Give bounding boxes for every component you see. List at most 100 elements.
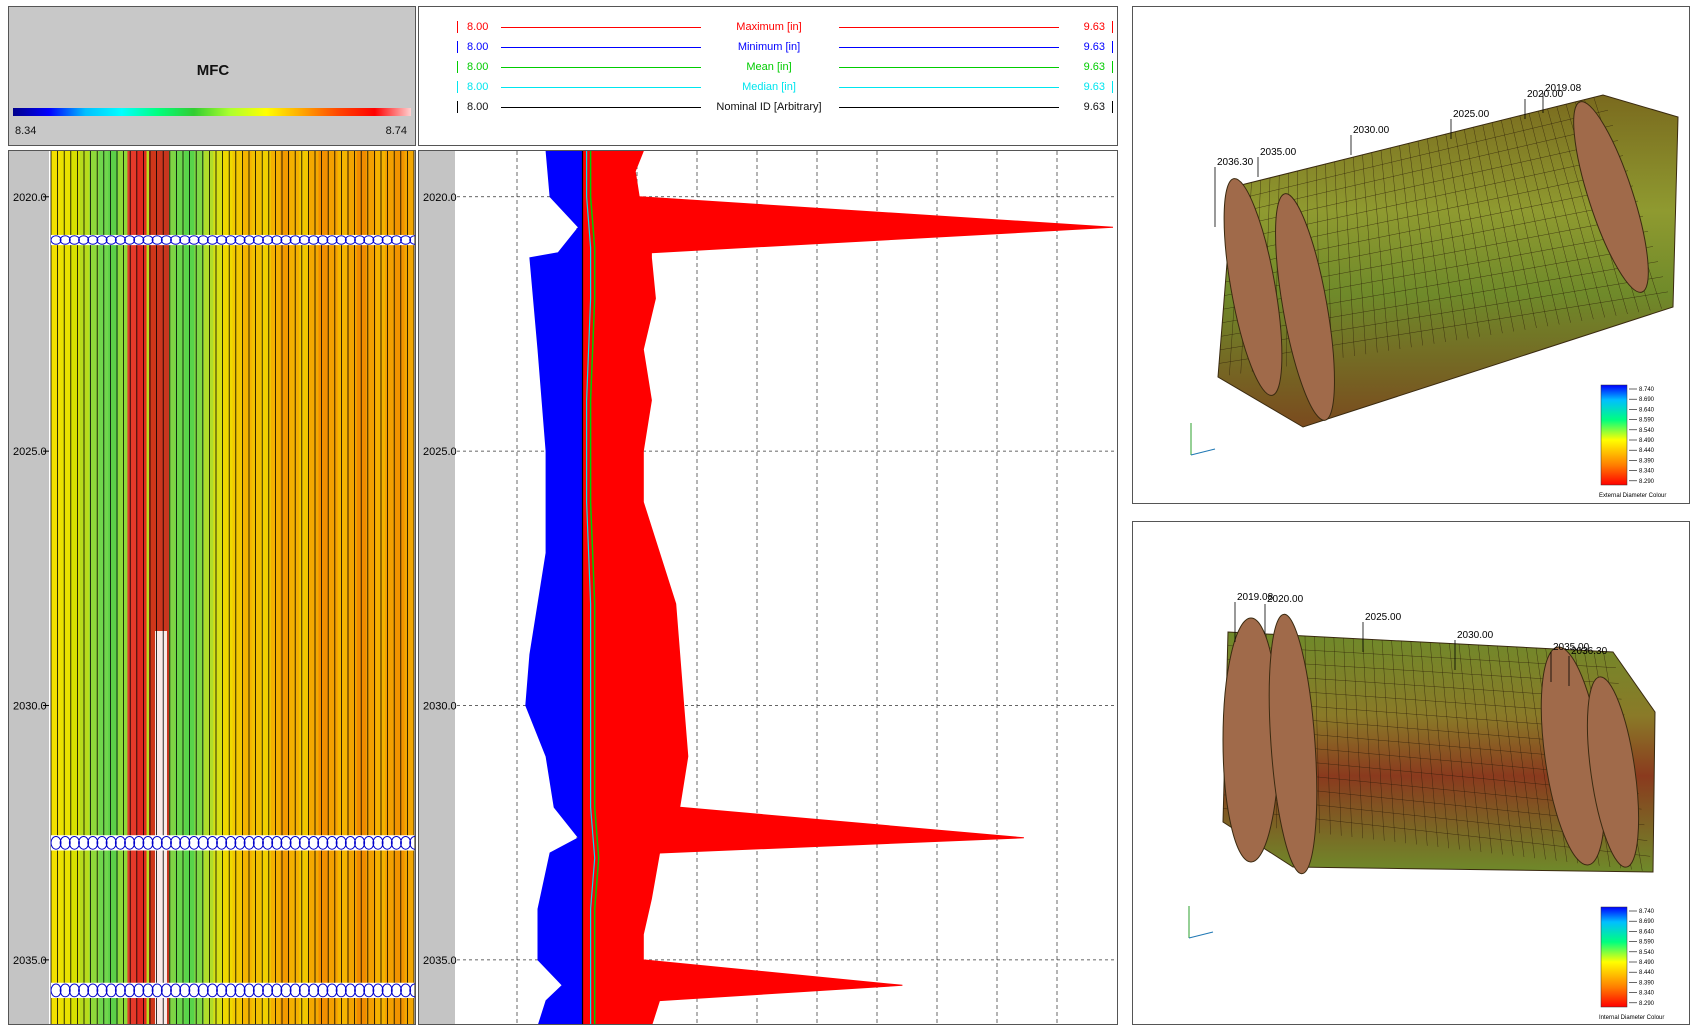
- collar-marker: [96, 235, 108, 245]
- legend-right-tick: [1112, 41, 1113, 53]
- collar-marker: [308, 836, 320, 850]
- external-diameter-3d-view[interactable]: 2036.30 2035.00 2030.00 2025.00 2020.00 2019.…: [1132, 6, 1690, 504]
- collar-marker: [372, 235, 384, 245]
- collar-marker: [50, 836, 62, 850]
- collar-marker: [151, 836, 163, 850]
- collar-marker: [326, 235, 338, 245]
- mfc-colour-band: [175, 151, 186, 1024]
- collar-marker: [308, 983, 320, 998]
- colour-scale-label: 8.690: [1639, 397, 1655, 403]
- depth-tick-label: 2035.0: [423, 955, 457, 967]
- collar-marker: [381, 836, 393, 850]
- collar-marker: [252, 836, 264, 850]
- external-3d-svg: 2036.30 2035.00 2030.00 2025.00 2020.002019.…: [1190, 83, 1679, 499]
- colour-scale-label: 8.390: [1639, 980, 1655, 986]
- collar-marker: [59, 983, 71, 998]
- collar-marker: [78, 235, 90, 245]
- pipe-collar: [1586, 676, 1640, 868]
- collar-marker: [234, 836, 246, 850]
- collar-marker: [188, 235, 200, 245]
- collar-marker: [151, 983, 163, 998]
- collar-marker: [59, 235, 71, 245]
- mfc-colour-band: [79, 151, 90, 1024]
- collar-marker: [335, 983, 347, 998]
- collar-marker: [262, 836, 274, 850]
- colour-scale-label: 8.490: [1639, 960, 1655, 966]
- depth-scale-bar: [419, 151, 455, 1024]
- collar-marker: [197, 983, 209, 998]
- mfc-colour-band: [328, 151, 339, 1024]
- collar-marker: [87, 983, 99, 998]
- colour-scale-label: 8.540: [1639, 428, 1655, 434]
- collar-marker: [170, 836, 182, 850]
- legend-row: 8.00 Nominal ID [Arbitrary] 9.63: [419, 99, 1117, 117]
- depth-tick-label: 2025.0: [13, 446, 47, 458]
- collar-marker: [124, 983, 136, 998]
- colour-scale-label: 8.340: [1639, 991, 1655, 997]
- legend-max-value: 9.63: [1083, 21, 1105, 33]
- collar-band: [51, 234, 414, 246]
- collar-marker: [243, 235, 255, 245]
- collar-marker: [105, 983, 117, 998]
- colorbar-min-label: 8.34: [15, 125, 37, 137]
- collar-marker: [197, 836, 209, 850]
- collar-marker: [252, 983, 264, 998]
- collar-marker: [271, 235, 283, 245]
- collar-marker: [160, 235, 172, 245]
- depth-tick-label: 2020.0: [423, 192, 457, 204]
- mfc-colour-band: [117, 151, 128, 1024]
- collar-marker: [206, 983, 218, 998]
- depth-tick-label: 2020.0: [13, 192, 47, 204]
- collar-marker: [372, 836, 384, 850]
- mfc-colour-band: [136, 151, 148, 1024]
- collar-marker: [50, 983, 62, 998]
- collar-marker: [96, 983, 108, 998]
- collar-marker: [280, 836, 292, 850]
- collar-marker: [409, 983, 415, 998]
- collar-marker: [344, 235, 356, 245]
- collar-marker: [289, 836, 301, 850]
- colour-scale-label: 8.590: [1639, 418, 1655, 424]
- legend-right-tick: [1112, 21, 1113, 33]
- collar-marker: [400, 983, 412, 998]
- colour-scale-label: 8.490: [1639, 438, 1655, 444]
- collar-marker: [298, 235, 310, 245]
- collar-marker: [216, 983, 228, 998]
- collar-marker: [87, 235, 99, 245]
- legend-min-value: 8.00: [467, 41, 489, 53]
- collar-band: [51, 835, 414, 851]
- internal-diameter-3d-view[interactable]: 2019.08 2020.00 2025.00 2030.00 2035.00 2036.…: [1132, 521, 1690, 1025]
- depth-label: 2019.08: [1545, 83, 1582, 94]
- collar-marker: [188, 836, 200, 850]
- legend-min-value: 8.00: [467, 81, 489, 93]
- collar-marker: [133, 836, 145, 850]
- legend-line-left: [501, 67, 701, 68]
- collar-band: [51, 982, 414, 999]
- caliper-curve-track: 2020.0 2025.0 2030.0 2035.0: [418, 150, 1118, 1025]
- collar-marker: [170, 983, 182, 998]
- collar-marker: [409, 836, 415, 850]
- legend-row: 8.00 Minimum [in] 9.63: [419, 39, 1117, 57]
- collar-marker: [335, 836, 347, 850]
- collar-marker: [243, 836, 255, 850]
- maximum-series-area: [582, 151, 1114, 1024]
- mfc-colour-band: [337, 151, 348, 1024]
- colour-scale-bar: [1600, 906, 1628, 1008]
- collar-marker: [234, 235, 246, 245]
- pipe-collar: [1223, 178, 1283, 396]
- depth-label: 2030.00: [1353, 125, 1390, 136]
- legend-min-value: 8.00: [467, 101, 489, 113]
- mean-series-line: [589, 151, 600, 1024]
- colour-scale-label: 8.640: [1639, 929, 1655, 935]
- collar-marker: [142, 983, 154, 998]
- colour-scale-label: 8.690: [1639, 919, 1655, 925]
- depth-label: 2036.30: [1571, 646, 1608, 657]
- collar-marker: [225, 836, 237, 850]
- legend-right-tick: [1112, 101, 1113, 113]
- collar-marker: [243, 983, 255, 998]
- legend-series-name: Minimum [in]: [737, 41, 801, 53]
- colour-scale-label: 8.540: [1639, 950, 1655, 956]
- collar-marker: [289, 983, 301, 998]
- collar-marker: [216, 235, 228, 245]
- legend-right-tick: [1112, 81, 1113, 93]
